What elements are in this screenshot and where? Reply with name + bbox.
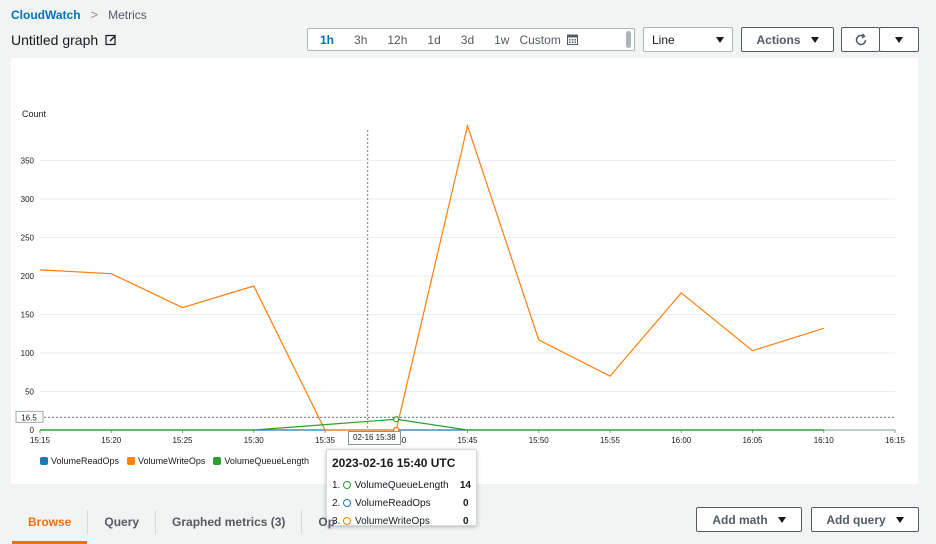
circle-icon: [343, 517, 351, 525]
y-axis-title: Count: [22, 109, 47, 119]
tooltip-row: 3. VolumeWriteOps 0: [332, 512, 471, 530]
tab-divider: [87, 510, 89, 534]
tooltip-row-name: VolumeQueueLength: [354, 479, 449, 491]
refresh-options-button[interactable]: [879, 27, 919, 52]
legend-label: VolumeWriteOps: [138, 456, 206, 466]
caret-down-icon: [895, 516, 904, 523]
caret-down-icon: [777, 516, 786, 523]
graph-type-value: Line: [652, 32, 675, 47]
tab-graphed-metrics[interactable]: Graphed metrics (3): [172, 515, 286, 529]
legend-swatch: [40, 457, 48, 465]
x-tick-label: 15:35: [315, 436, 336, 445]
y-tick-label: 350: [21, 157, 35, 166]
breadcrumb: CloudWatch > Metrics: [11, 7, 147, 22]
tooltip-row-index: 3.: [332, 515, 341, 527]
caret-down-icon: [810, 36, 819, 43]
time-range-3h[interactable]: 3h: [354, 32, 368, 47]
chart-panel: Count 0 50 100 150 200 250 300 350 15:15 15:20 15:…: [11, 58, 918, 484]
tooltip-row: 2. VolumeReadOps 0: [332, 494, 471, 512]
actions-button[interactable]: Actions: [741, 27, 834, 52]
x-tick-label: 16:15: [885, 436, 906, 445]
bottom-tabs: Browse Query Graphed metrics (3) Op: [12, 500, 351, 544]
x-tick-label: 15:20: [101, 436, 122, 445]
legend-item-read-ops[interactable]: VolumeReadOps: [40, 456, 119, 466]
time-range-1h[interactable]: 1h: [320, 32, 335, 47]
add-math-button[interactable]: Add math: [696, 507, 802, 532]
series-line-VolumeQueueLength: [40, 418, 824, 431]
chevron-right-icon: >: [90, 7, 99, 22]
time-range-1d[interactable]: 1d: [427, 32, 441, 47]
y-tick-label: 150: [21, 311, 35, 320]
add-query-label: Add query: [826, 512, 886, 527]
add-query-button[interactable]: Add query: [811, 507, 919, 532]
hover-time-label: 02-16 15:38: [348, 431, 401, 445]
y-tick-label: 50: [25, 388, 34, 397]
hover-y-value-box: [15, 410, 44, 423]
legend-label: VolumeReadOps: [51, 456, 120, 466]
x-tick-label: 15:50: [529, 436, 550, 445]
graph-title-row: Untitled graph: [11, 32, 117, 48]
legend-swatch: [213, 457, 222, 465]
x-tick-label: 15:15: [30, 436, 51, 445]
tab-options[interactable]: Op: [318, 515, 336, 529]
tab-browse[interactable]: Browse: [12, 507, 88, 544]
caret-down-icon: [895, 36, 903, 43]
legend-item-write-ops[interactable]: VolumeWriteOps: [127, 456, 205, 466]
tab-divider: [155, 510, 157, 534]
x-tick-label: 15:30: [244, 436, 265, 445]
series-line-VolumeWriteOps: [39, 123, 824, 431]
tooltip-row: 1. VolumeQueueLength 14: [332, 476, 471, 494]
breadcrumb-current: Metrics: [108, 7, 147, 22]
tooltip-row-index: 2.: [332, 497, 341, 509]
x-tick-label: 15:55: [600, 436, 621, 445]
tooltip-row-index: 1.: [332, 479, 341, 491]
chart-legend: VolumeReadOps VolumeWriteOps VolumeQueue…: [40, 456, 317, 466]
line-chart: Count 0 50 100 150 200 250 300 350 15:15 15:20 15:…: [15, 109, 906, 445]
y-tick-label: 100: [21, 349, 35, 358]
time-range-3d[interactable]: 3d: [460, 32, 475, 47]
circle-icon: [343, 499, 351, 507]
y-tick-label: 0: [30, 426, 35, 435]
edit-icon[interactable]: [105, 34, 117, 46]
hover-tooltip: 2023-02-16 15:40 UTC 1. VolumeQueueLengt…: [326, 449, 477, 527]
circle-icon: [342, 481, 351, 489]
x-tick-label: 16:00: [671, 436, 692, 445]
y-tick-label: 300: [21, 195, 35, 204]
time-range-12h[interactable]: 12h: [387, 32, 408, 47]
tooltip-row-name: VolumeWriteOps: [355, 515, 430, 527]
time-range-picker: 1h 3h 12h 1d 3d 1w Custom: [307, 28, 635, 51]
x-tick-label: 15:45: [457, 436, 478, 445]
legend-item-queue-length[interactable]: VolumeQueueLength: [213, 456, 309, 466]
legend-swatch: [127, 457, 136, 465]
x-tick-label: 16:05: [742, 436, 763, 445]
tooltip-row-value: 14: [459, 479, 471, 491]
tab-query[interactable]: Query: [104, 515, 140, 529]
page-title: Untitled graph: [11, 32, 99, 48]
time-range-scrollbar[interactable]: [626, 31, 631, 48]
x-tick-label: 15:25: [172, 436, 193, 445]
tab-divider: [301, 510, 303, 534]
legend-label: VolumeQueueLength: [224, 456, 309, 466]
y-tick-label: 200: [21, 272, 35, 281]
time-range-1w[interactable]: 1w: [494, 32, 510, 47]
tooltip-row-name: VolumeReadOps: [355, 497, 431, 509]
x-tick-label: 16:10: [814, 436, 835, 445]
hover-point-VolumeQueueLength: [393, 416, 400, 423]
tooltip-title: 2023-02-16 15:40 UTC: [332, 456, 456, 470]
hover-y-value: 16.5: [21, 413, 37, 422]
tooltip-row-value: 0: [463, 515, 469, 527]
actions-label: Actions: [756, 32, 801, 47]
custom-label: Custom: [519, 32, 561, 47]
tooltip-row-value: 0: [463, 497, 469, 509]
refresh-icon: [855, 33, 866, 45]
graph-type-select[interactable]: Line: [643, 27, 733, 52]
time-range-custom[interactable]: Custom: [519, 32, 578, 47]
y-tick-label: 250: [21, 234, 35, 243]
caret-down-icon: [716, 36, 724, 43]
breadcrumb-cloudwatch-link[interactable]: CloudWatch: [11, 7, 81, 22]
calendar-icon: [566, 34, 578, 45]
refresh-button[interactable]: [841, 27, 880, 52]
add-math-label: Add math: [712, 512, 768, 527]
